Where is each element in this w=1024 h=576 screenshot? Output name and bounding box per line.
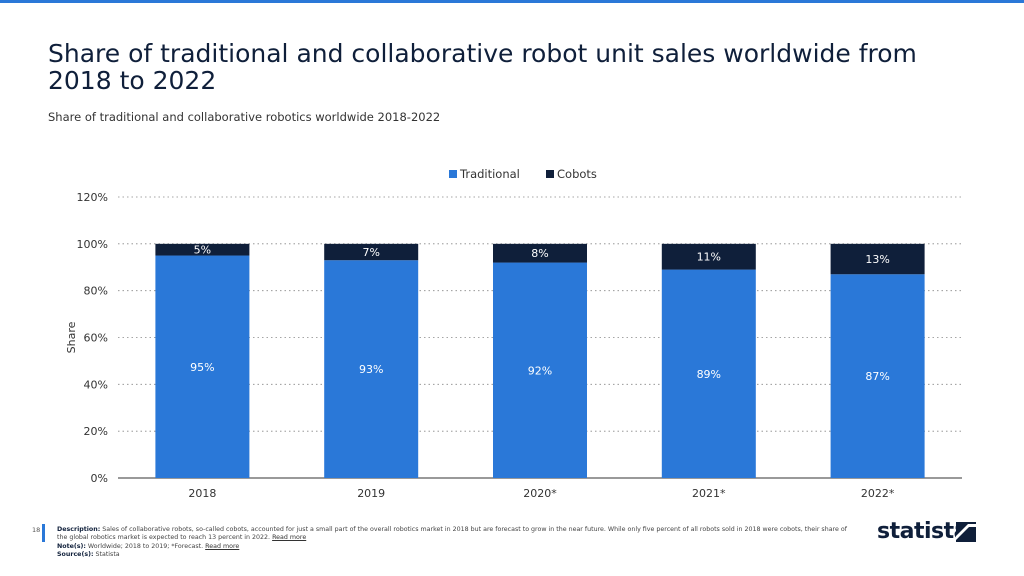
x-tick-label: 2019 xyxy=(357,487,385,500)
bar-cobots xyxy=(661,243,756,270)
page-title: Share of traditional and collaborative r… xyxy=(48,39,917,95)
page-number: 18 xyxy=(32,526,41,534)
bar-cobots xyxy=(324,243,419,261)
data-label: 13% xyxy=(865,253,889,266)
sources-label: Source(s): xyxy=(57,550,94,558)
top-accent-bar xyxy=(0,0,1024,3)
bar-cobots xyxy=(155,243,250,256)
legend-label-cobots: Cobots xyxy=(557,167,597,181)
page-marker xyxy=(42,524,45,542)
legend-swatch-cobots xyxy=(546,170,554,178)
sources-text: Statista xyxy=(95,550,120,558)
x-tick-label: 2022* xyxy=(861,487,895,500)
data-label: 5% xyxy=(194,244,211,257)
x-tick-label: 2021* xyxy=(692,487,726,500)
x-tick-label: 2018 xyxy=(188,487,216,500)
y-tick-label: 0% xyxy=(91,472,108,485)
legend-label-traditional: Traditional xyxy=(459,167,520,181)
bar-traditional xyxy=(661,269,756,478)
notes-label: Note(s): xyxy=(57,542,86,550)
data-label: 95% xyxy=(190,361,214,374)
notes-read-more-link[interactable]: Read more xyxy=(205,542,240,550)
notes-text: Worldwide; 2018 to 2019; *Forecast. xyxy=(87,542,204,550)
data-label: 92% xyxy=(528,364,552,377)
description-text: Sales of collaborative robots, so-called… xyxy=(57,526,847,542)
y-tick-label: 40% xyxy=(84,378,108,391)
bar-traditional xyxy=(493,262,587,478)
data-label: 8% xyxy=(531,247,548,260)
description-label: Description: xyxy=(57,526,101,533)
y-tick-label: 80% xyxy=(84,285,108,298)
x-tick-label: 2020* xyxy=(523,487,557,500)
footer-notes: Description: Sales of collaborative robo… xyxy=(57,526,857,559)
y-tick-label: 60% xyxy=(84,332,108,345)
bar-traditional xyxy=(324,260,419,478)
data-label: 89% xyxy=(697,368,721,381)
bar-traditional xyxy=(155,255,250,478)
statista-logo[interactable]: statista xyxy=(877,519,968,544)
y-axis-label: Share xyxy=(65,321,78,353)
data-label: 11% xyxy=(697,251,721,264)
bar-traditional xyxy=(830,274,925,478)
description-read-more-link[interactable]: Read more xyxy=(272,534,307,542)
data-label: 87% xyxy=(865,370,889,383)
bar-cobots xyxy=(493,243,587,263)
data-label: 93% xyxy=(359,363,383,376)
y-tick-label: 120% xyxy=(77,191,108,204)
bar-cobots xyxy=(830,243,925,275)
statista-logo-mark-icon xyxy=(956,522,976,542)
page-subtitle: Share of traditional and collaborative r… xyxy=(48,110,441,124)
y-tick-label: 20% xyxy=(84,425,108,438)
y-tick-label: 100% xyxy=(77,238,108,251)
legend-swatch-traditional xyxy=(449,170,457,178)
data-label: 7% xyxy=(362,246,379,259)
